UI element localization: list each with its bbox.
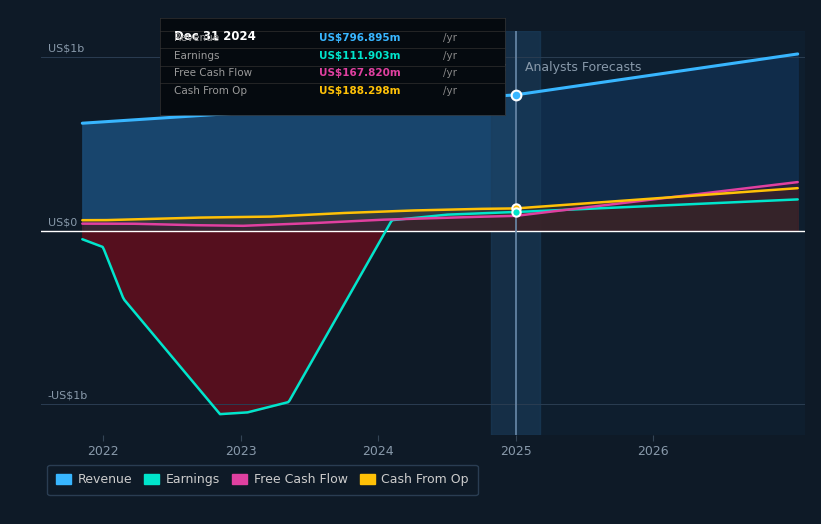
Text: Earnings: Earnings xyxy=(174,51,219,61)
Text: US$167.820m: US$167.820m xyxy=(319,68,401,78)
Legend: Revenue, Earnings, Free Cash Flow, Cash From Op: Revenue, Earnings, Free Cash Flow, Cash … xyxy=(48,465,478,495)
Text: Free Cash Flow: Free Cash Flow xyxy=(174,68,252,78)
Text: US$1b: US$1b xyxy=(48,44,85,54)
Text: Revenue: Revenue xyxy=(174,34,219,43)
Text: US$0: US$0 xyxy=(48,217,77,227)
Text: /yr: /yr xyxy=(443,68,457,78)
Text: /yr: /yr xyxy=(443,51,457,61)
Text: /yr: /yr xyxy=(443,86,457,96)
Text: Analysts Forecasts: Analysts Forecasts xyxy=(525,61,642,74)
Text: US$188.298m: US$188.298m xyxy=(319,86,400,96)
Text: Past: Past xyxy=(475,61,506,74)
Text: /yr: /yr xyxy=(443,34,457,43)
Bar xyxy=(516,31,805,435)
Text: US$111.903m: US$111.903m xyxy=(319,51,400,61)
Text: US$796.895m: US$796.895m xyxy=(319,34,400,43)
Bar xyxy=(491,31,540,435)
Text: -US$1b: -US$1b xyxy=(48,390,88,400)
Text: Dec 31 2024: Dec 31 2024 xyxy=(174,30,255,42)
Text: Cash From Op: Cash From Op xyxy=(174,86,247,96)
